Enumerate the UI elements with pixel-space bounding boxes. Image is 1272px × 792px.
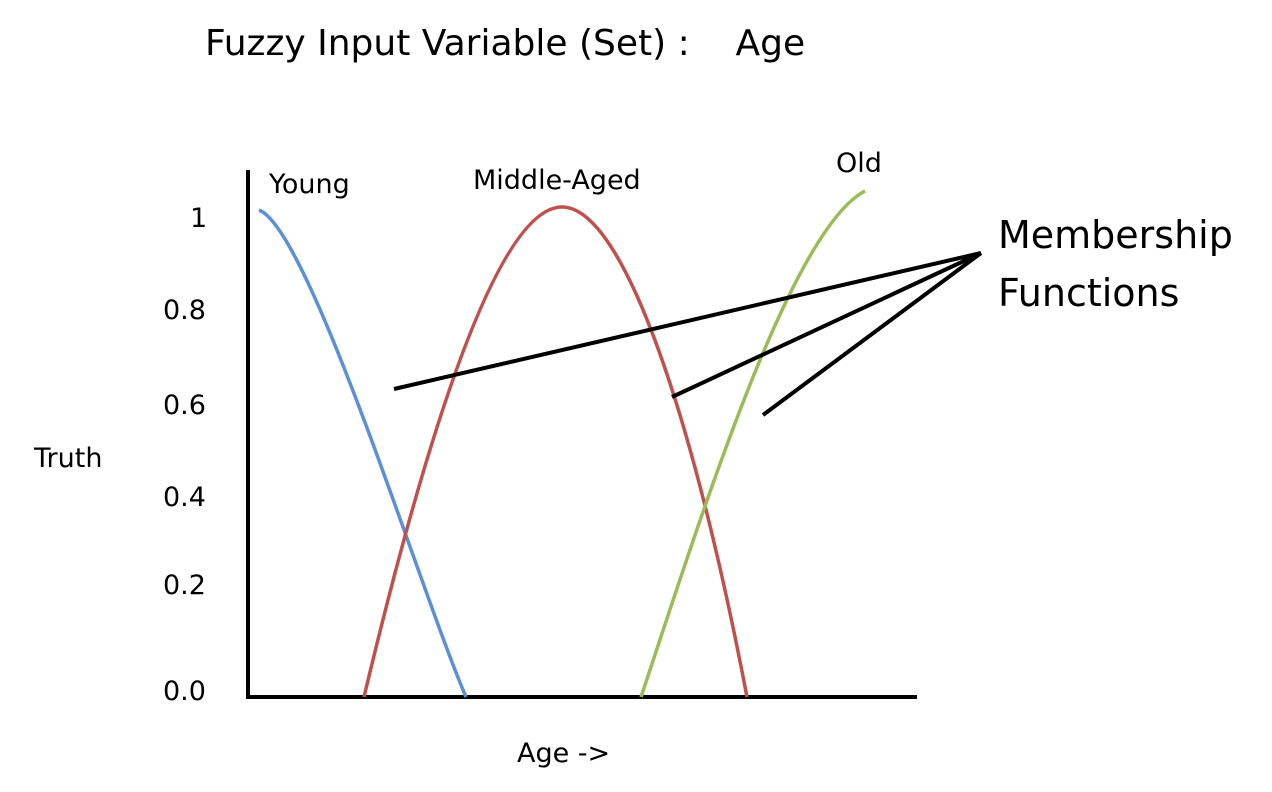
y-tick-label-0.8: 0.8: [163, 295, 206, 326]
curve-young: [258, 208, 468, 698]
curve-old: [639, 189, 866, 698]
y-tick-label-0.0: 0.0: [163, 676, 206, 707]
y-axis-label: Truth: [33, 443, 102, 474]
series-label-old: Old: [836, 148, 882, 179]
series-label-young: Young: [268, 169, 350, 200]
callout-line-1: Membership: [998, 213, 1233, 257]
pointer-line-young: [393, 251, 982, 391]
pointer-line-middle-aged: [671, 251, 982, 399]
y-tick-label-0.2: 0.2: [163, 570, 206, 601]
diagram-title: Fuzzy Input Variable (Set) : Age: [205, 23, 805, 64]
series-label-middle-aged: Middle-Aged: [473, 165, 641, 196]
callout-line-2: Functions: [998, 271, 1179, 315]
pointer-line-old: [761, 251, 983, 417]
y-tick-label-0.6: 0.6: [163, 390, 206, 421]
curve-middle-aged: [362, 205, 749, 698]
x-axis-label: Age ->: [517, 738, 610, 769]
y-tick-label-0.4: 0.4: [163, 482, 206, 513]
y-tick-label-1: 1: [190, 203, 207, 234]
